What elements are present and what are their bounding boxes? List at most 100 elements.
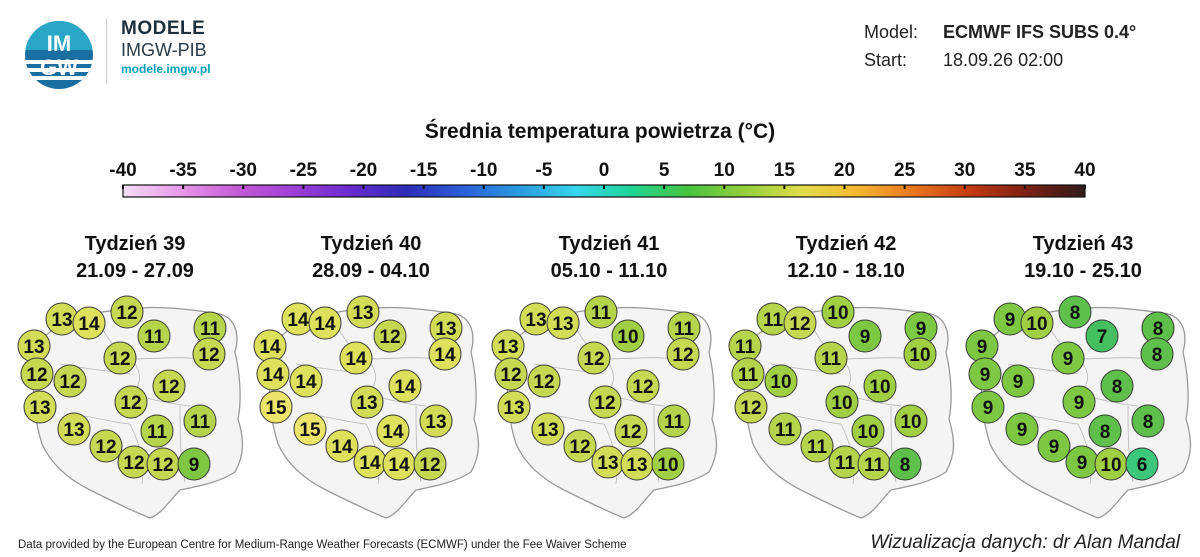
scale-tick-label: 0 [599,160,610,181]
temperature-value: 12 [569,437,590,458]
temperature-value: 12 [632,377,653,398]
temperature-value: 11 [864,455,885,476]
temperature-marker [563,429,597,463]
logo-text-bottom: GW [40,55,78,80]
temperature-marker [376,414,410,448]
scale-tick-label: 35 [1014,160,1036,181]
temperature-value: 14 [78,314,100,335]
temperature-value: 8 [1112,377,1123,398]
temperature-value: 13 [356,393,377,414]
temperature-marker [20,357,54,391]
temperature-value: 15 [299,420,321,441]
week-heading: Tydzień 43 19.10 - 25.10 [983,231,1183,285]
week-title: Tydzień 40 [320,233,422,255]
temperature-marker [183,404,217,438]
temperature-value: 11 [147,422,168,443]
temperature-value: 9 [1063,349,1074,370]
temperature-value: 10 [657,455,678,476]
scale-tick-label: 10 [714,160,735,181]
temperature-value: 13 [597,453,618,474]
temperature-value: 10 [770,372,791,393]
temperature-value: 15 [265,398,287,419]
temperature-marker [114,385,148,419]
temperature-value: 9 [1013,372,1024,393]
week-heading: Tydzień 40 28.09 - 04.10 [271,231,471,285]
temperature-value: 9 [980,365,991,386]
temperature-marker [577,341,611,375]
temperature-value: 9 [1017,420,1028,441]
model-info: Model: ECMWF IFS SUBS 0.4° Start: 18.09.26… [864,22,1136,78]
temperature-value: 11 [775,420,796,441]
temperature-marker [72,306,106,340]
scale-tick-label: 30 [954,160,975,181]
scale-tick-label: -20 [350,160,377,181]
temperature-value: 12 [419,455,440,476]
temperature-value: 12 [109,349,130,370]
temperature-value: 9 [977,337,988,358]
temperature-value: 12 [740,398,761,419]
temperature-value: 8 [1153,319,1164,340]
temperature-value: 13 [352,303,373,324]
brand-url-link[interactable]: modele.imgw.pl [121,62,211,76]
temperature-value: 12 [123,453,144,474]
author-credit: Wizualizacja danych: dr Alan Mandal [870,532,1180,553]
temperature-value: 10 [617,327,638,348]
temperature-value: 8 [1143,412,1154,433]
temperature-marker [388,369,422,403]
temperature-value: 14 [359,453,381,474]
temperature-marker [325,429,359,463]
temperature-marker [527,364,561,398]
temperature-value: 8 [1152,345,1163,366]
temperature-value: 9 [983,398,994,419]
temperature-marker [497,390,531,424]
temperature-value: 12 [379,327,400,348]
temperature-value: 11 [807,437,828,458]
scale-tick-label: -35 [169,160,197,181]
temperature-marker [584,295,618,329]
temperature-marker [110,295,144,329]
temperature-value: 10 [857,422,878,443]
temperature-marker [968,357,1002,391]
temperature-marker [821,295,855,329]
temperature-value: 10 [909,345,930,366]
temperature-marker [419,404,453,438]
scale-tick-label: -40 [109,160,136,181]
temperature-value: 14 [388,455,410,476]
temperature-marker [413,447,447,481]
temperature-value: 12 [583,349,604,370]
temperature-value: 14 [295,372,317,393]
temperature-marker [152,369,186,403]
temperature-marker [1131,404,1165,438]
temperature-value: 14 [314,314,336,335]
temperature-marker [626,369,660,403]
temperature-marker [1058,295,1092,329]
temperature-value: 11 [664,412,685,433]
temperature-marker [192,337,226,371]
temperature-marker [651,447,685,481]
temperature-value: 14 [382,422,404,443]
temperature-value: 11 [190,412,211,433]
temperature-value: 10 [827,303,848,324]
temperature-value: 8 [900,455,911,476]
temperature-value: 11 [763,310,784,331]
temperature-marker [903,337,937,371]
temperature-value: 11 [144,327,165,348]
temperature-value: 12 [152,455,173,476]
temperature-marker [1125,447,1159,481]
temperature-value: 9 [1077,453,1088,474]
temperature-value: 10 [831,393,852,414]
temperature-marker [614,414,648,448]
temperature-value: 13 [552,314,573,335]
temperature-value: 9 [1005,310,1016,331]
temperature-value: 14 [287,310,309,331]
temperature-value: 10 [1100,455,1121,476]
temperature-marker [293,412,327,446]
temperature-marker [308,306,342,340]
imgw-logo: IM GW [25,21,93,89]
week-heading: Tydzień 39 21.09 - 27.09 [35,231,235,285]
temperature-value: 11 [591,303,612,324]
model-row: Model: ECMWF IFS SUBS 0.4° [864,22,1136,50]
